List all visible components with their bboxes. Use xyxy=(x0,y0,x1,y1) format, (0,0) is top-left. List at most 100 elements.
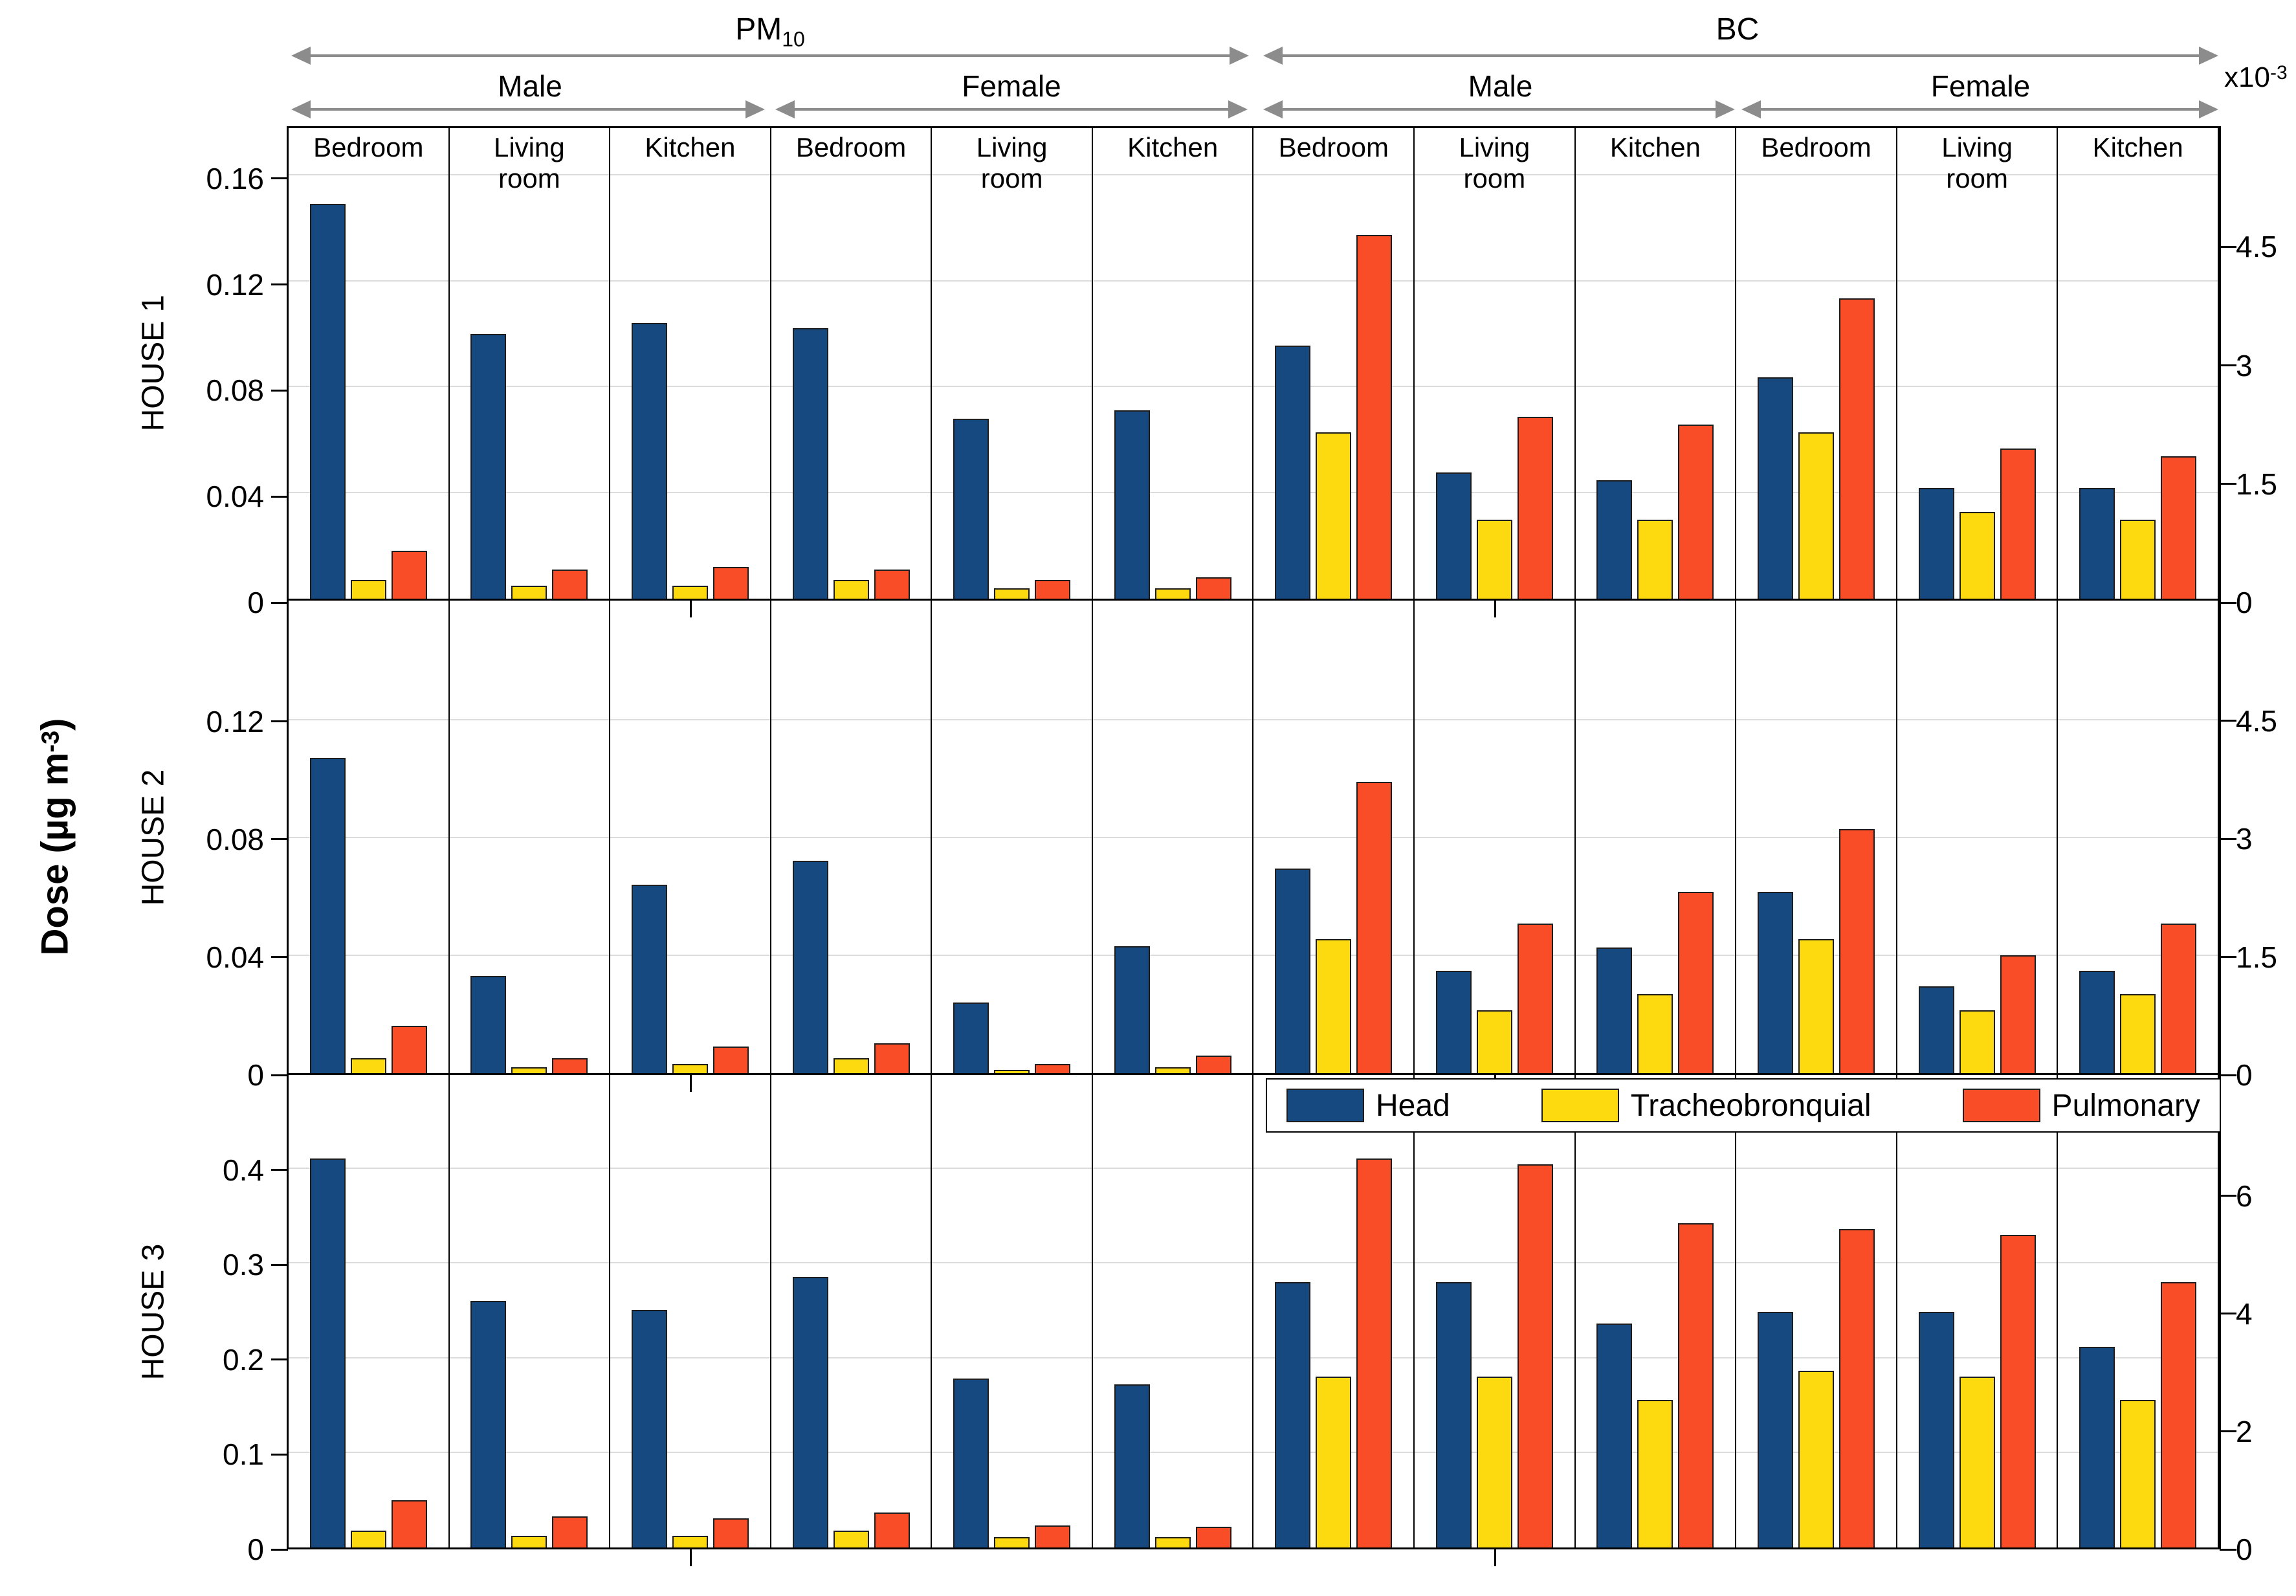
panel-bc-male-living-room xyxy=(1415,601,1576,1073)
bar-group xyxy=(1093,1384,1253,1547)
bar-head xyxy=(1114,1384,1150,1547)
right-axis-tick xyxy=(2220,245,2236,248)
bar-tracheobronquial xyxy=(350,1058,386,1073)
x-axis-tick xyxy=(1494,601,1497,617)
panel-pm10-male-bedroom xyxy=(289,1075,450,1547)
arrow-left-icon xyxy=(291,47,311,65)
bar-head xyxy=(1275,869,1311,1073)
panel-pm10-male-living-room xyxy=(450,601,611,1073)
bar-head xyxy=(1918,488,1954,599)
panel-pm10-male-living-room xyxy=(450,1075,611,1547)
left-axis-tick xyxy=(271,838,288,841)
right-axis-tick xyxy=(2220,601,2236,604)
bar-head xyxy=(1596,480,1633,599)
arrow-left-icon xyxy=(1263,100,1283,118)
panel-pm10-male-kitchen: Kitchen xyxy=(610,128,771,599)
bar-head xyxy=(631,1310,667,1547)
bar-tracheobronquial xyxy=(350,580,386,599)
bar-head xyxy=(792,1277,828,1547)
female-span-arrow-pm10 xyxy=(775,100,1248,118)
right-axis-tick-label: 4.5 xyxy=(2236,704,2277,738)
panel-pm10-female-living-room xyxy=(932,601,1093,1073)
bar-pulmonary xyxy=(874,1043,910,1073)
arrow-right-icon xyxy=(2199,47,2218,65)
right-axis-tick xyxy=(2220,837,2236,840)
left-axis-tick xyxy=(271,389,288,392)
left-axis-tick xyxy=(271,1074,288,1076)
left-axis-tick xyxy=(271,1453,288,1456)
left-axis-tick-label: 0.08 xyxy=(206,373,264,408)
bar-group xyxy=(1897,1235,2057,1547)
panel-bc-male-bedroom xyxy=(1253,601,1415,1073)
bar-group xyxy=(1253,235,1413,599)
bar-pulmonary xyxy=(2000,449,2036,599)
bar-tracheobronquial xyxy=(833,1058,869,1073)
bar-pulmonary xyxy=(1035,1525,1071,1547)
bar-tracheobronquial xyxy=(1637,994,1673,1073)
bar-tracheobronquial xyxy=(672,586,708,599)
right-axis-tick xyxy=(2220,1074,2236,1076)
arrow-left-icon xyxy=(291,100,311,118)
gridline xyxy=(289,954,2219,956)
house-1-label: HOUSE 1 xyxy=(136,294,171,432)
right-axis-tick-label: 3 xyxy=(2236,822,2253,856)
bar-pulmonary xyxy=(391,1500,427,1547)
x-axis-tick xyxy=(690,1549,692,1566)
female-header-bc: Female xyxy=(1930,69,2031,103)
bc-span-arrow xyxy=(1263,47,2218,65)
gridline xyxy=(289,492,2219,494)
right-axis-tick xyxy=(2220,1430,2236,1433)
bar-pulmonary xyxy=(391,1026,427,1073)
bar-group xyxy=(450,976,610,1073)
gridline xyxy=(289,1167,2219,1169)
bar-pulmonary xyxy=(1195,1056,1231,1073)
room-header-bedroom: Bedroom xyxy=(1278,132,1389,162)
bar-tracheobronquial xyxy=(994,588,1030,599)
house-row-2: 0.12 0.08 0.04 0 4.5 3 1.5 0 xyxy=(206,601,2277,1092)
panel-bc-male-living-room xyxy=(1415,1075,1576,1547)
panel-bc-female-bedroom xyxy=(1736,1075,1897,1547)
panel-bc-female-living-room xyxy=(1897,1075,2059,1547)
left-axis-tick-label: 0.04 xyxy=(206,940,264,974)
bar-group xyxy=(289,758,448,1073)
left-axis-tick-label: 0.2 xyxy=(223,1342,264,1377)
male-header-pm10: Male xyxy=(498,69,562,103)
bar-pulmonary xyxy=(874,1513,910,1547)
panel-bc-female-bedroom xyxy=(1736,601,1897,1073)
x-axis-tick xyxy=(690,1075,692,1092)
bar-head xyxy=(631,323,667,599)
bar-tracheobronquial xyxy=(672,1064,708,1073)
panel-pm10-male-kitchen xyxy=(610,601,771,1073)
arrow-right-icon xyxy=(1716,100,1735,118)
bar-pulmonary xyxy=(1195,1527,1231,1547)
bar-group xyxy=(2058,456,2218,599)
left-axis-tick-label: 0.3 xyxy=(223,1248,264,1282)
bar-pulmonary xyxy=(1356,782,1393,1073)
bar-head xyxy=(1114,946,1150,1073)
bar-pulmonary xyxy=(2000,1235,2036,1547)
right-axis-tick-label: 2 xyxy=(2236,1414,2253,1448)
panel-pm10-female-kitchen xyxy=(1093,601,1254,1073)
male-span-arrow-pm10 xyxy=(291,100,765,118)
right-axis-tick-label: 3 xyxy=(2236,348,2253,382)
pm10-header: PM10 xyxy=(679,12,861,52)
bar-pulmonary xyxy=(552,1058,588,1073)
bar-tracheobronquial xyxy=(994,1537,1030,1547)
right-axis-tick xyxy=(2220,956,2236,959)
right-axis-tick-label: 1.5 xyxy=(2236,940,2277,974)
bar-pulmonary xyxy=(2161,456,2197,599)
bar-group xyxy=(932,1003,1092,1073)
bar-tracheobronquial xyxy=(2120,520,2156,599)
bar-group xyxy=(1736,829,1896,1073)
gridline xyxy=(289,173,2219,175)
bar-group xyxy=(1093,410,1253,599)
bc-header-text: BC xyxy=(1716,12,1760,47)
bar-head xyxy=(631,885,667,1073)
bar-tracheobronquial xyxy=(1154,1067,1191,1073)
bar-tracheobronquial xyxy=(1476,520,1512,599)
bar-tracheobronquial xyxy=(1637,1400,1673,1547)
bar-head xyxy=(2079,1347,2115,1547)
bar-group xyxy=(1576,1223,1736,1547)
panel-bc-female-living-room: Living room xyxy=(1897,128,2059,599)
bar-group xyxy=(1576,892,1736,1073)
